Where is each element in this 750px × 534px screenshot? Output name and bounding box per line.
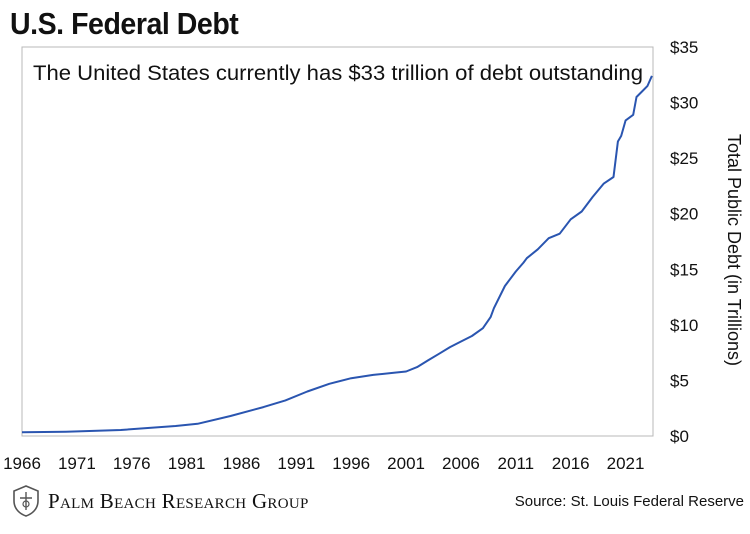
page-title: U.S. Federal Debt <box>10 6 239 41</box>
x-tick-label: 2011 <box>498 454 535 473</box>
brand-logo: Palm Beach Research Group <box>10 484 309 518</box>
y-tick-label: $15 <box>670 260 698 279</box>
y-axis-label: Total Public Debt (in Trillions) <box>724 134 744 366</box>
plot-area <box>21 46 654 437</box>
source-note: Source: St. Louis Federal Reserve <box>514 493 744 510</box>
x-tick-label: 2006 <box>442 454 480 473</box>
x-tick-label: 1976 <box>113 454 151 473</box>
y-axis-ticks: $0 $5 $10 $15 $20 $25 $30 $35 <box>670 38 698 446</box>
x-tick-label: 2001 <box>387 454 425 473</box>
x-tick-label: 1986 <box>223 454 261 473</box>
x-tick-label: 1966 <box>3 454 41 473</box>
x-tick-label: 2016 <box>552 454 590 473</box>
crest-icon <box>13 485 39 517</box>
y-tick-label: $20 <box>670 205 698 224</box>
x-tick-label: 1996 <box>332 454 370 473</box>
y-tick-label: $30 <box>670 94 698 113</box>
brand-name: Palm Beach Research Group <box>48 488 309 513</box>
y-tick-label: $10 <box>670 316 698 335</box>
debt-line-chart: The United States currently has $33 tril… <box>3 38 744 473</box>
chart-subtitle: The United States currently has $33 tril… <box>33 62 643 85</box>
y-tick-label: $0 <box>670 427 689 446</box>
x-tick-label: 1971 <box>58 454 96 473</box>
debt-series-line <box>21 75 653 434</box>
y-tick-label: $35 <box>670 38 698 57</box>
x-axis-ticks: 1966 1971 1976 1981 1986 1991 1996 2001 2006 2011… <box>3 454 644 473</box>
x-tick-label: 1981 <box>168 454 206 473</box>
x-tick-label: 1991 <box>277 454 315 473</box>
x-tick-label: 2021 <box>607 454 645 473</box>
y-tick-label: $5 <box>670 371 689 390</box>
y-tick-label: $25 <box>670 149 698 168</box>
